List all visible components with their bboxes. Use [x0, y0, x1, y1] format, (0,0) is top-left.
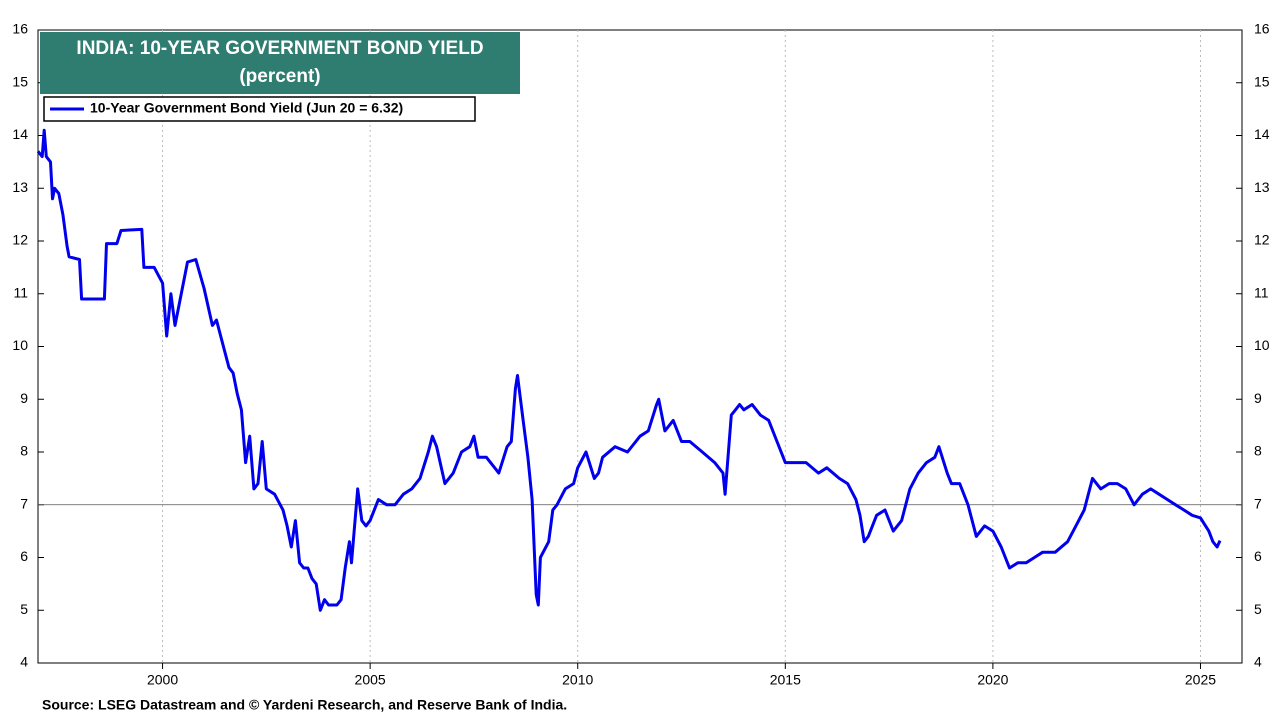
y2-tick-label: 16	[1254, 21, 1270, 37]
y-tick-label: 11	[13, 284, 28, 300]
legend-label: 10-Year Government Bond Yield (Jun 20 = …	[90, 100, 403, 116]
x-tick-label: 2005	[355, 672, 386, 688]
y-tick-label: 9	[20, 390, 28, 406]
y-tick-label: 8	[20, 443, 28, 459]
y2-tick-label: 8	[1254, 443, 1262, 459]
x-tick-label: 2000	[147, 672, 178, 688]
y2-tick-label: 11	[1254, 284, 1269, 300]
y-tick-label: 12	[12, 232, 28, 248]
y2-tick-label: 6	[1254, 548, 1262, 564]
y2-tick-label: 10	[1254, 337, 1270, 353]
y-tick-label: 7	[20, 495, 28, 511]
y2-tick-label: 15	[1254, 73, 1270, 89]
y-tick-label: 13	[12, 179, 28, 195]
y2-tick-label: 12	[1254, 232, 1270, 248]
legend-box	[43, 96, 476, 122]
y2-tick-label: 7	[1254, 495, 1262, 511]
x-tick-label: 2010	[562, 672, 593, 688]
x-tick-label: 2020	[977, 672, 1008, 688]
y-tick-label: 5	[20, 601, 28, 617]
y2-tick-label: 4	[1254, 654, 1262, 670]
y-tick-label: 14	[12, 126, 28, 142]
y-tick-label: 6	[20, 548, 28, 564]
plot-frame	[37, 29, 1243, 664]
y-tick-label: 15	[12, 73, 28, 89]
x-tick-label: 2025	[1185, 672, 1216, 688]
x-tick-label: 2015	[770, 672, 801, 688]
y2-tick-label: 5	[1254, 601, 1262, 617]
y-tick-label: 16	[12, 21, 28, 37]
y2-tick-label: 13	[1254, 179, 1270, 195]
title-box	[40, 32, 520, 94]
y-tick-label: 10	[12, 337, 28, 353]
y-tick-label: 4	[20, 654, 28, 670]
y2-tick-label: 14	[1254, 126, 1270, 142]
source-note: Source: LSEG Datastream and © Yardeni Re…	[42, 697, 567, 713]
y2-tick-label: 9	[1254, 390, 1262, 406]
chart-subtitle: (percent)	[239, 66, 320, 87]
series-line	[36, 128, 1222, 612]
chart-title: INDIA: 10-YEAR GOVERNMENT BOND YIELD	[76, 38, 483, 59]
